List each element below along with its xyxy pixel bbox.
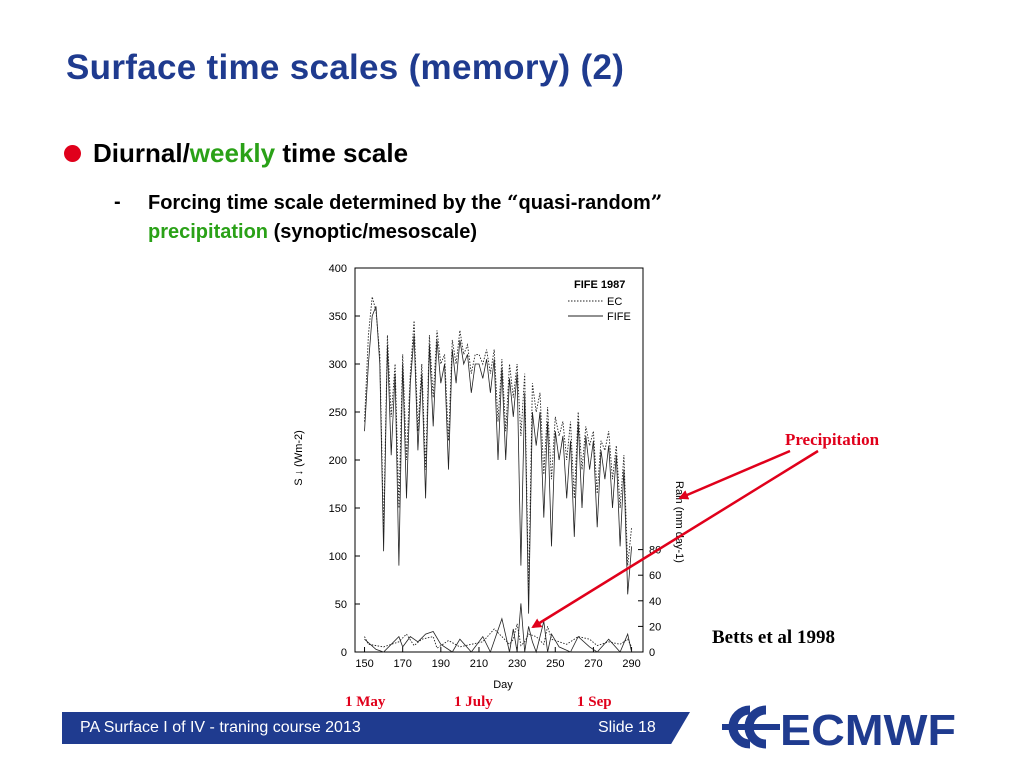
- y2-tick-label: 20: [649, 621, 661, 633]
- sub-line1-prefix: Forcing time scale determined by the: [148, 192, 507, 214]
- x-tick-label: 250: [546, 658, 564, 670]
- sub-line2-rest: (synoptic/mesoscale): [268, 221, 477, 243]
- x-tick-label: 230: [508, 658, 526, 670]
- footer-course-title: PA Surface I of IV - traning course 2013: [80, 719, 361, 736]
- y-tick-label: 100: [329, 551, 347, 563]
- bullet-part-diurnal: Diurnal/: [93, 138, 190, 168]
- x-tick-label: 170: [394, 658, 412, 670]
- ecmwf-logo-text: ECMWF: [780, 706, 956, 752]
- slide-title: Surface time scales (memory) (2): [66, 48, 625, 87]
- sub-bullet-line-1: Forcing time scale determined by the “qu…: [148, 188, 662, 217]
- bullet-diurnal: Diurnal/weekly time scale: [64, 138, 408, 169]
- y2-tick-label: 40: [649, 596, 661, 608]
- bullet-part-weekly: weekly: [189, 138, 276, 168]
- plot-frame: [354, 267, 644, 653]
- sub-bullet-dash: -: [114, 191, 121, 213]
- y-tick-label: 350: [329, 311, 347, 323]
- sub-bullet-line-2: precipitation (synoptic/mesoscale): [148, 218, 477, 246]
- x-tick-label: 270: [584, 658, 602, 670]
- bullet-dot-icon: [64, 145, 81, 162]
- month-label-sep: 1 Sep: [577, 694, 612, 710]
- open-quote: “: [506, 190, 519, 214]
- series-ec: [364, 296, 633, 595]
- series-rain-ec: [364, 623, 633, 649]
- legend-label: EC: [607, 296, 622, 308]
- citation: Betts et al 1998: [712, 627, 835, 648]
- footer-bar: [62, 712, 690, 744]
- ecmwf-logo-mark: [722, 705, 780, 749]
- chart-legend: EC FIFE: [568, 296, 631, 323]
- x-tick-label: 150: [355, 658, 373, 670]
- y-tick-label: 400: [329, 263, 347, 275]
- month-label-july: 1 July: [454, 694, 493, 710]
- footer-slide-number: Slide 18: [598, 719, 656, 736]
- y-tick-label: 150: [329, 503, 347, 515]
- bullet-part-timescale: time scale: [275, 138, 409, 168]
- annotation-arrow-lower: [531, 449, 819, 629]
- y-tick-label: 250: [329, 407, 347, 419]
- chart-series: [364, 296, 633, 654]
- month-label-may: 1 May: [345, 694, 386, 710]
- x-tick-label: 290: [622, 658, 640, 670]
- y2-tick-label: 0: [649, 647, 655, 659]
- series-rain-fife: [364, 603, 632, 654]
- legend-label: FIFE: [607, 311, 631, 323]
- y-axis-label: S ↓ (Wm-2): [293, 430, 305, 486]
- precipitation-annotation: Precipitation: [785, 430, 880, 449]
- close-quote: ”: [650, 190, 663, 214]
- chart-title: FIFE 1987: [574, 279, 625, 291]
- x-tick-label: 210: [470, 658, 488, 670]
- ecmwf-logo: ECMWF: [722, 705, 956, 752]
- bullet-text: Diurnal/weekly time scale: [93, 138, 408, 169]
- y-tick-label: 50: [335, 599, 347, 611]
- y2-tick-label: 60: [649, 570, 661, 582]
- y-tick-label: 0: [341, 647, 347, 659]
- x-axis-label: Day: [493, 679, 513, 691]
- sub-line2-precipitation: precipitation: [148, 221, 269, 243]
- annotation-arrow-upper: [678, 449, 791, 500]
- sub-line1-quoted: quasi-random: [518, 192, 651, 214]
- x-tick-label: 190: [432, 658, 450, 670]
- series-fife: [364, 306, 632, 614]
- y2-axis-label: Rain (mm day-1): [673, 481, 685, 563]
- y-tick-label: 200: [329, 455, 347, 467]
- y-tick-label: 300: [329, 359, 347, 371]
